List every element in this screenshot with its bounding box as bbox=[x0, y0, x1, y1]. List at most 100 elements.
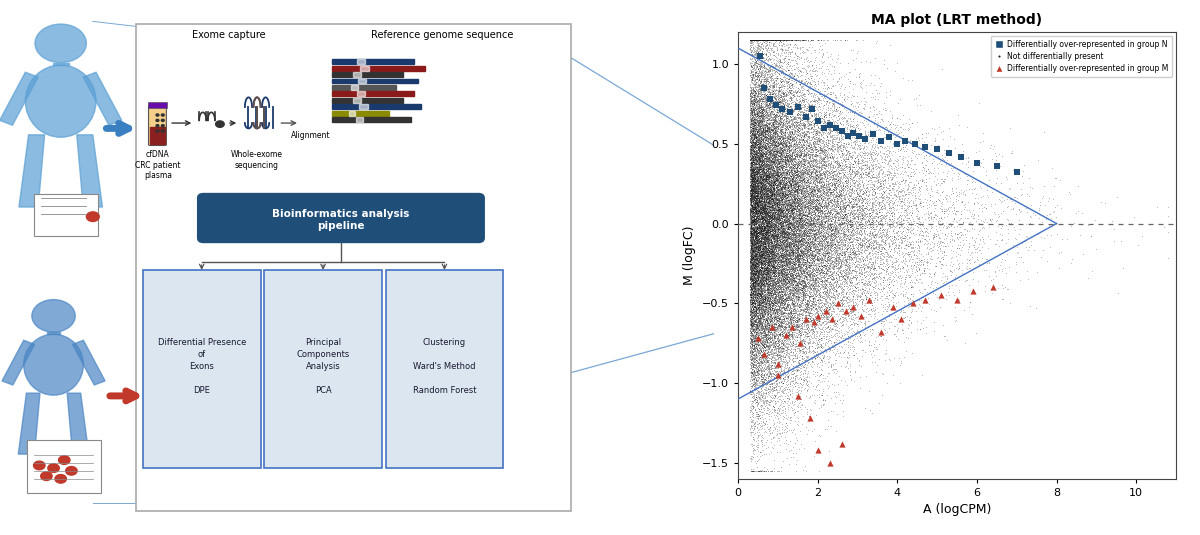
Point bbox=[769, 205, 788, 213]
Point bbox=[772, 319, 791, 328]
Point bbox=[787, 221, 806, 230]
Point bbox=[751, 140, 770, 148]
Point bbox=[761, 139, 780, 148]
Point bbox=[750, 170, 769, 179]
Point bbox=[740, 108, 760, 116]
Point bbox=[775, 189, 794, 197]
Point bbox=[751, 128, 770, 137]
Point bbox=[851, 172, 870, 180]
Point bbox=[793, 151, 812, 160]
Point bbox=[799, 235, 818, 244]
Point bbox=[797, 257, 816, 266]
Point bbox=[774, 279, 793, 287]
Point bbox=[749, 155, 768, 164]
Point bbox=[804, 151, 823, 160]
Point bbox=[822, 249, 841, 258]
Point bbox=[780, 169, 799, 177]
Point bbox=[788, 221, 808, 230]
Point bbox=[803, 231, 822, 239]
Point bbox=[742, 234, 761, 242]
Point bbox=[784, 273, 803, 282]
Point bbox=[743, 164, 762, 172]
Point bbox=[754, 200, 773, 209]
Point bbox=[840, 216, 859, 224]
Point bbox=[782, 56, 802, 64]
Point bbox=[746, 170, 766, 178]
Point bbox=[781, 279, 800, 287]
Point bbox=[809, 304, 828, 313]
Point bbox=[781, 203, 800, 211]
Point bbox=[763, 110, 782, 119]
Point bbox=[826, 295, 845, 303]
Point bbox=[760, 276, 779, 284]
Point bbox=[755, 285, 774, 293]
Point bbox=[780, 189, 799, 197]
Point bbox=[882, 204, 901, 212]
Point bbox=[841, 218, 860, 226]
Point bbox=[779, 311, 798, 320]
FancyBboxPatch shape bbox=[136, 24, 571, 511]
Point bbox=[878, 253, 898, 262]
Point bbox=[743, 247, 762, 255]
Point bbox=[875, 155, 894, 164]
Point bbox=[755, 192, 774, 201]
Point bbox=[743, 125, 762, 134]
Point bbox=[776, 423, 796, 431]
Point bbox=[785, 378, 804, 387]
Point bbox=[797, 282, 816, 291]
Point bbox=[822, 262, 841, 270]
Point bbox=[748, 322, 767, 331]
Point bbox=[817, 239, 836, 247]
Point bbox=[778, 289, 797, 298]
Point bbox=[744, 263, 763, 271]
Point bbox=[776, 106, 796, 115]
Point bbox=[812, 211, 832, 220]
Point bbox=[839, 175, 858, 184]
Point bbox=[917, 166, 936, 175]
Point bbox=[854, 287, 874, 296]
Circle shape bbox=[156, 125, 158, 127]
Point bbox=[742, 169, 761, 178]
Point bbox=[758, 246, 778, 254]
Point bbox=[779, 275, 798, 284]
Point bbox=[974, 266, 994, 274]
Point bbox=[846, 231, 865, 239]
Point bbox=[788, 401, 808, 409]
Point bbox=[756, 42, 775, 50]
Point bbox=[745, 36, 764, 44]
Point bbox=[772, 204, 791, 212]
Point bbox=[811, 232, 830, 240]
Point bbox=[804, 196, 823, 204]
Point bbox=[769, 335, 788, 344]
Point bbox=[848, 173, 868, 182]
Point bbox=[806, 261, 826, 269]
Point bbox=[743, 275, 762, 284]
Point bbox=[773, 138, 792, 147]
Point bbox=[848, 181, 868, 189]
Point bbox=[748, 44, 767, 52]
Point bbox=[752, 294, 772, 302]
Point bbox=[844, 266, 863, 274]
Point bbox=[792, 213, 811, 222]
Point bbox=[762, 156, 781, 165]
Point bbox=[740, 355, 760, 363]
Point bbox=[756, 231, 775, 240]
Point bbox=[793, 346, 812, 355]
Point bbox=[773, 336, 792, 345]
Point bbox=[937, 295, 956, 303]
Point bbox=[834, 232, 853, 240]
Point bbox=[755, 295, 774, 303]
Point bbox=[802, 149, 821, 158]
Point bbox=[851, 211, 870, 220]
Point bbox=[784, 215, 803, 223]
Point bbox=[742, 218, 761, 226]
Point bbox=[874, 252, 893, 261]
Point bbox=[822, 228, 841, 237]
Point bbox=[751, 180, 770, 189]
Point bbox=[830, 276, 850, 284]
Point bbox=[784, 278, 803, 287]
Point bbox=[778, 191, 797, 200]
Point bbox=[752, 180, 772, 188]
Point bbox=[750, 153, 769, 162]
Point bbox=[752, 217, 772, 226]
